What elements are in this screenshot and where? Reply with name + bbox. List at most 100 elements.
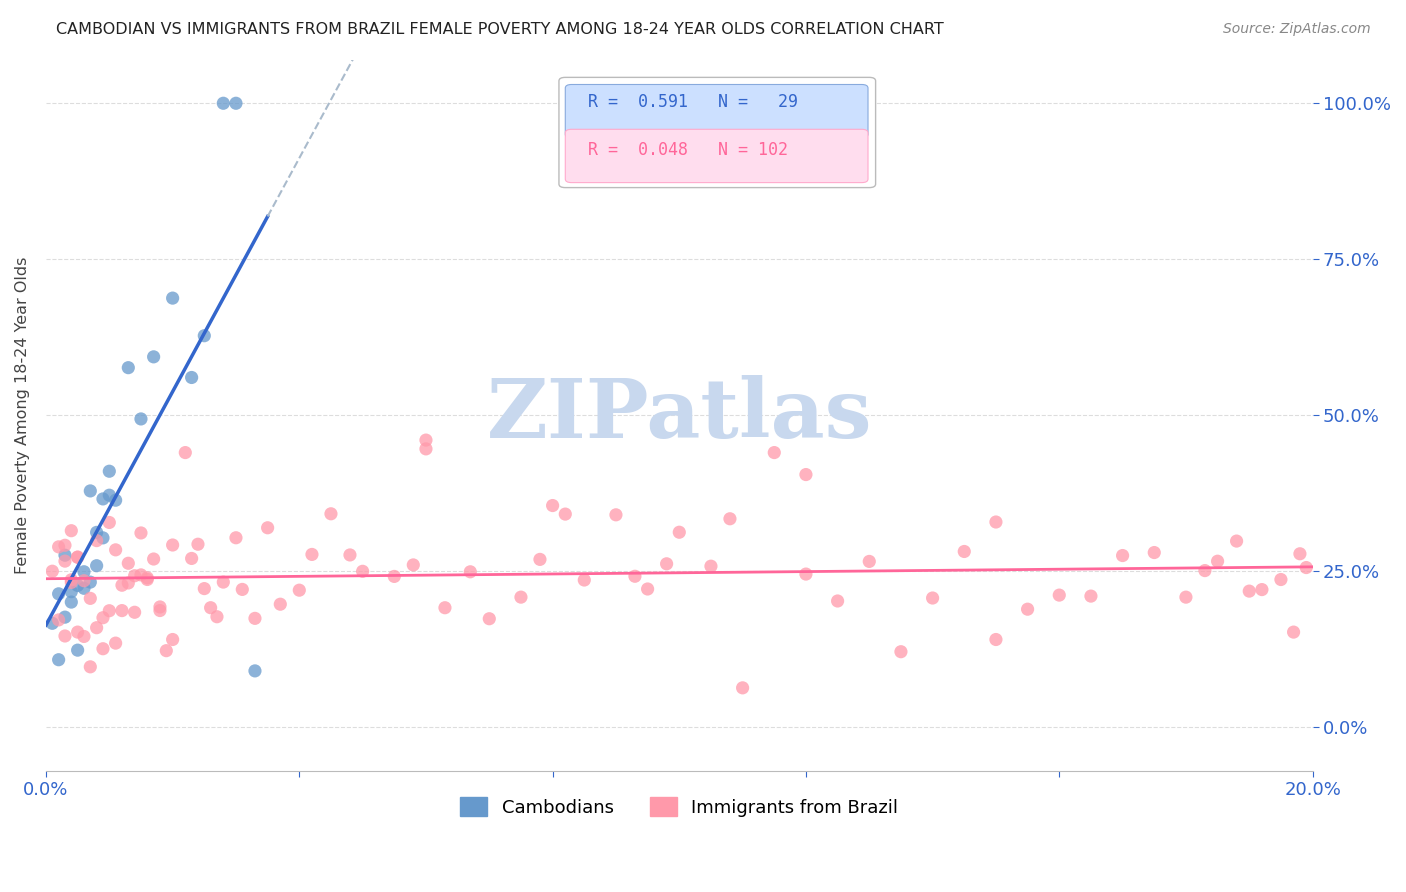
Point	[624, 569, 647, 583]
Point	[1239, 584, 1261, 599]
Point	[48, 613, 70, 627]
Point	[142, 552, 165, 566]
Point	[827, 594, 849, 608]
Point	[415, 442, 437, 456]
Point	[1206, 554, 1229, 568]
Point	[98, 516, 121, 530]
Text: CAMBODIAN VS IMMIGRANTS FROM BRAZIL FEMALE POVERTY AMONG 18-24 YEAR OLDS CORRELA: CAMBODIAN VS IMMIGRANTS FROM BRAZIL FEMA…	[56, 22, 943, 37]
Point	[187, 537, 209, 551]
Text: R =  0.048   N = 102: R = 0.048 N = 102	[588, 141, 789, 159]
Point	[794, 567, 817, 582]
Point	[53, 610, 76, 624]
Point	[402, 558, 425, 572]
Point	[86, 533, 108, 548]
Point	[1017, 602, 1039, 616]
Point	[98, 464, 121, 478]
Point	[48, 540, 70, 554]
Point	[73, 574, 96, 588]
Point	[91, 531, 114, 545]
Point	[953, 544, 976, 558]
Point	[319, 507, 342, 521]
Point	[655, 557, 678, 571]
Point	[731, 681, 754, 695]
Point	[554, 507, 576, 521]
Point	[288, 583, 311, 598]
Point	[53, 554, 76, 568]
Point	[111, 578, 134, 592]
Point	[41, 564, 63, 578]
Point	[763, 445, 786, 459]
Point	[136, 573, 159, 587]
Point	[1047, 588, 1070, 602]
Point	[529, 552, 551, 566]
Point	[48, 653, 70, 667]
Point	[205, 609, 228, 624]
Point	[124, 568, 146, 582]
Text: R =  0.591   N =   29: R = 0.591 N = 29	[588, 94, 799, 112]
Point	[91, 641, 114, 656]
Text: ZIPatlas: ZIPatlas	[486, 376, 872, 455]
Point	[668, 525, 690, 540]
Text: Source: ZipAtlas.com: Source: ZipAtlas.com	[1223, 22, 1371, 37]
Point	[605, 508, 627, 522]
Point	[60, 575, 83, 590]
Point	[1226, 534, 1249, 549]
Point	[256, 521, 278, 535]
Point	[117, 556, 139, 570]
Point	[41, 616, 63, 631]
Point	[73, 582, 96, 596]
Point	[890, 645, 912, 659]
Point	[352, 564, 374, 578]
Point	[180, 551, 202, 566]
Point	[136, 571, 159, 585]
Point	[117, 360, 139, 375]
Point	[510, 590, 533, 604]
Point	[104, 636, 127, 650]
Point	[1251, 582, 1274, 597]
Point	[1143, 545, 1166, 559]
Point	[541, 499, 564, 513]
Point	[718, 512, 741, 526]
Point	[1282, 625, 1305, 640]
Point	[1295, 560, 1317, 574]
Point	[301, 548, 323, 562]
Point	[117, 576, 139, 591]
Point	[142, 350, 165, 364]
Point	[86, 558, 108, 573]
FancyBboxPatch shape	[560, 78, 876, 187]
Point	[129, 567, 152, 582]
Point	[111, 604, 134, 618]
Point	[73, 565, 96, 579]
Point	[53, 629, 76, 643]
Point	[225, 531, 247, 545]
Point	[104, 493, 127, 508]
Point	[794, 467, 817, 482]
Point	[433, 600, 456, 615]
Point	[984, 515, 1007, 529]
Point	[921, 591, 943, 605]
Point	[269, 597, 291, 611]
Point	[574, 573, 596, 587]
Point	[858, 554, 880, 568]
Point	[60, 573, 83, 587]
Point	[60, 524, 83, 538]
Point	[129, 412, 152, 426]
Point	[53, 538, 76, 552]
Point	[162, 291, 184, 305]
Point	[73, 630, 96, 644]
Point	[1080, 589, 1102, 603]
Point	[149, 599, 172, 614]
Point	[458, 565, 481, 579]
Point	[155, 643, 177, 657]
Y-axis label: Female Poverty Among 18-24 Year Olds: Female Poverty Among 18-24 Year Olds	[15, 257, 30, 574]
Point	[984, 632, 1007, 647]
Point	[48, 587, 70, 601]
Point	[231, 582, 253, 597]
FancyBboxPatch shape	[565, 129, 868, 183]
Point	[104, 542, 127, 557]
Point	[1194, 564, 1216, 578]
Point	[200, 600, 222, 615]
Point	[86, 621, 108, 635]
Point	[180, 370, 202, 384]
Point	[1111, 549, 1133, 563]
